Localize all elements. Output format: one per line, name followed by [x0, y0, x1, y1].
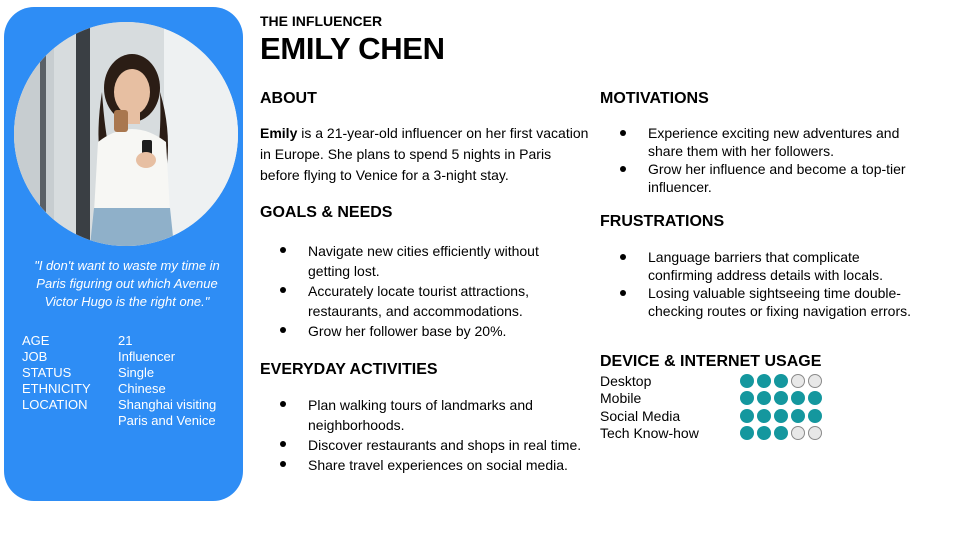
usage-label: Tech Know-how [600, 425, 699, 442]
about-text: Emily is a 21-year-old influencer on her… [260, 123, 590, 186]
rating-dots [740, 391, 822, 406]
motivations-heading: MOTIVATIONS [600, 90, 709, 107]
activities-heading: EVERYDAY ACTIVITIES [260, 361, 438, 378]
profile-photo-illustration [14, 22, 238, 246]
demographic-key: LOCATION [22, 397, 88, 412]
rating-dot-filled [757, 373, 771, 388]
rating-dot-filled [757, 391, 771, 406]
usage-row: Mobile [600, 390, 822, 408]
demographic-key: ETHNICITY [22, 381, 91, 396]
demographic-row-job: JOB Influencer [22, 349, 228, 365]
demographic-key: JOB [22, 349, 48, 364]
rating-dots [740, 373, 822, 388]
frustrations-list: Language barriers that complicate confir… [600, 248, 920, 320]
list-item: Accurately locate tourist attractions, r… [260, 281, 580, 321]
list-item: Grow her influence and become a top-tier… [600, 160, 925, 196]
demographic-row-status: STATUS Single [22, 365, 228, 381]
list-item: Navigate new cities efficiently without … [260, 241, 580, 281]
demographic-row-location: LOCATION Shanghai visiting Paris and Ven… [22, 397, 228, 429]
rating-dot-filled [740, 408, 754, 423]
usage-row: Tech Know-how [600, 425, 822, 443]
demographic-row-age: AGE 21 [22, 333, 228, 349]
rating-dot-empty [808, 426, 822, 441]
rating-dot-filled [791, 408, 805, 423]
about-heading: ABOUT [260, 90, 317, 107]
rating-dot-filled [774, 391, 788, 406]
rating-dot-filled [740, 426, 754, 441]
activities-list: Plan walking tours of landmarks and neig… [260, 395, 590, 475]
list-item: Language barriers that complicate confir… [600, 248, 920, 284]
rating-dot-filled [791, 391, 805, 406]
list-item: Plan walking tours of landmarks and neig… [260, 395, 590, 435]
goals-list: Navigate new cities efficiently without … [260, 241, 580, 341]
rating-dots [740, 408, 822, 423]
demographic-value: 21 [118, 333, 133, 348]
persona-role: THE INFLUENCER [260, 13, 383, 29]
rating-dot-empty [808, 373, 822, 388]
rating-dot-filled [740, 373, 754, 388]
demographics-list: AGE 21 JOB Influencer STATUS Single ETHN… [22, 333, 228, 429]
demographic-key: AGE [22, 333, 50, 348]
usage-row: Social Media [600, 407, 822, 425]
rating-dot-empty [791, 426, 805, 441]
usage-ratings: Desktop Mobile Social Media Tech Know-how [600, 372, 822, 442]
rating-dot-filled [757, 426, 771, 441]
rating-dot-filled [808, 408, 822, 423]
usage-heading: DEVICE & INTERNET USAGE [600, 353, 822, 370]
motivations-list: Experience exciting new adventures and s… [600, 124, 925, 196]
demographic-row-ethnicity: ETHNICITY Chinese [22, 381, 228, 397]
rating-dots [740, 426, 822, 441]
list-item: Grow her follower base by 20%. [260, 321, 580, 341]
about-body: is a 21-year-old influencer on her first… [260, 125, 589, 183]
list-item: Share travel experiences on social media… [260, 455, 590, 475]
persona-quote: "I don't want to waste my time in Paris … [34, 258, 220, 309]
profile-photo [14, 22, 238, 246]
usage-row: Desktop [600, 372, 822, 390]
demographic-value: Chinese [118, 381, 166, 396]
persona-name: EMILY CHEN [260, 31, 445, 66]
usage-label: Desktop [600, 372, 652, 389]
rating-dot-empty [791, 373, 805, 388]
demographic-value: Shanghai visiting Paris and Venice [118, 397, 217, 428]
demographic-value: Influencer [118, 349, 176, 364]
rating-dot-filled [740, 391, 754, 406]
about-name: Emily [260, 125, 298, 141]
rating-dot-filled [774, 408, 788, 423]
demographic-value: Single [118, 365, 155, 380]
demographic-key: STATUS [22, 365, 72, 380]
usage-label: Social Media [600, 407, 681, 424]
list-item: Experience exciting new adventures and s… [600, 124, 925, 160]
rating-dot-filled [808, 391, 822, 406]
frustrations-heading: FRUSTRATIONS [600, 213, 725, 230]
rating-dot-filled [774, 426, 788, 441]
rating-dot-filled [757, 408, 771, 423]
rating-dot-filled [774, 373, 788, 388]
usage-label: Mobile [600, 390, 642, 407]
list-item: Losing valuable sightseeing time double-… [600, 284, 920, 320]
goals-heading: GOALS & NEEDS [260, 204, 393, 221]
list-item: Discover restaurants and shops in real t… [260, 435, 590, 455]
profile-sidebar: "I don't want to waste my time in Paris … [4, 7, 243, 501]
